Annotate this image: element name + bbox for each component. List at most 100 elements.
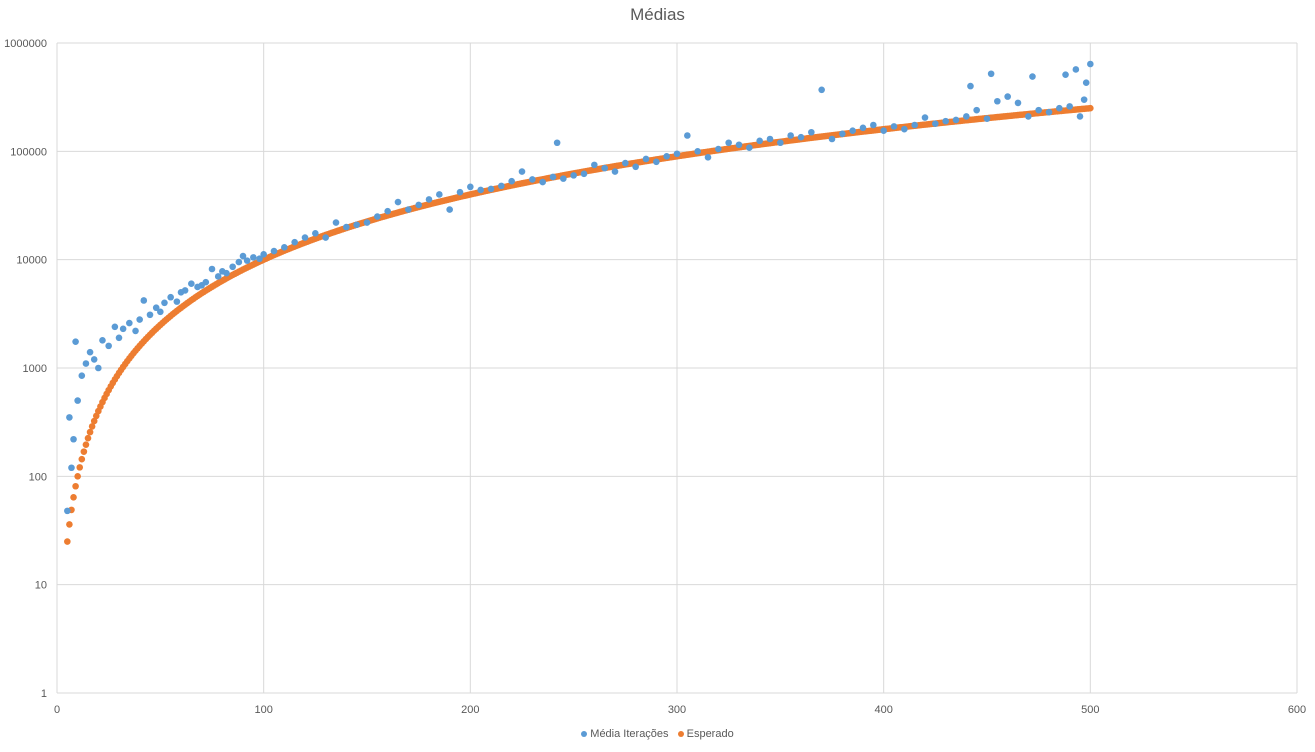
media-iteracoes-point — [756, 137, 763, 145]
media-iteracoes-point — [82, 360, 90, 367]
media-iteracoes-point — [508, 177, 515, 185]
media-iteracoes-point — [223, 269, 230, 277]
media-iteracoes-point — [632, 163, 639, 171]
media-iteracoes-point — [446, 206, 453, 213]
esperado-point — [1087, 104, 1094, 112]
media-iteracoes-point — [105, 342, 112, 350]
media-iteracoes-point — [332, 219, 340, 226]
media-iteracoes-point — [839, 130, 846, 138]
media-iteracoes-point — [132, 327, 139, 335]
media-iteracoes-point — [239, 252, 247, 260]
media-iteracoes-point — [126, 319, 133, 327]
media-iteracoes-point — [1004, 93, 1011, 100]
y-tick-label: 100 — [29, 471, 47, 483]
legend-item-media-iteracoes: Média Iterações — [581, 728, 669, 740]
y-tick-label: 10000 — [16, 255, 47, 267]
media-iteracoes-point — [994, 97, 1001, 105]
media-iteracoes-point — [1014, 99, 1022, 107]
esperado-point — [66, 521, 73, 528]
media-iteracoes-point — [152, 304, 160, 312]
media-iteracoes-point — [115, 334, 123, 342]
media-iteracoes-point — [394, 198, 402, 206]
media-iteracoes-point — [374, 213, 381, 220]
media-iteracoes-point — [518, 168, 526, 175]
media-iteracoes-point — [343, 223, 350, 231]
media-iteracoes-point — [95, 364, 102, 372]
media-iteracoes-point — [456, 188, 464, 196]
media-iteracoes-point — [477, 186, 484, 194]
media-iteracoes-point — [580, 170, 588, 178]
media-iteracoes-point — [777, 139, 784, 147]
y-tick-label: 10 — [35, 580, 47, 592]
media-iteracoes-point — [1025, 113, 1032, 120]
media-iteracoes-point — [849, 127, 856, 135]
media-iteracoes-point — [704, 154, 712, 161]
media-iteracoes-point — [539, 178, 546, 186]
media-iteracoes-point — [72, 338, 79, 345]
esperado-point — [82, 441, 90, 448]
media-iteracoes-point — [663, 152, 670, 160]
media-iteracoes-point — [735, 141, 743, 149]
media-iteracoes-point — [86, 348, 94, 356]
media-iteracoes-point — [967, 82, 974, 90]
esperado-point — [74, 473, 81, 480]
x-tick-label: 400 — [874, 704, 892, 716]
media-iteracoes-point — [157, 308, 164, 316]
gridlines — [56, 42, 1298, 694]
media-iteracoes-point — [1082, 79, 1090, 87]
media-iteracoes-point — [746, 144, 753, 152]
media-iteracoes-point — [1080, 96, 1088, 103]
legend-label: Média Iterações — [590, 728, 669, 740]
esperado-point — [88, 423, 96, 430]
media-iteracoes-point — [173, 298, 181, 305]
media-iteracoes-point — [890, 123, 898, 130]
media-iteracoes-point — [859, 124, 867, 132]
media-iteracoes-point — [425, 196, 433, 203]
media-iteracoes-point — [301, 234, 309, 241]
media-iteracoes-point — [161, 299, 168, 307]
media-iteracoes-point — [208, 265, 216, 273]
series-points — [64, 60, 1094, 545]
media-iteracoes-point — [1029, 73, 1036, 80]
media-iteracoes-point — [140, 297, 148, 304]
media-iteracoes-point — [787, 132, 794, 139]
media-iteracoes-point — [591, 161, 598, 169]
media-iteracoes-point — [818, 86, 825, 94]
media-iteracoes-point — [653, 158, 660, 166]
media-iteracoes-point — [1062, 71, 1069, 78]
media-iteracoes-point — [291, 238, 298, 246]
legend-item-esperado: Esperado — [677, 728, 734, 740]
media-iteracoes-point — [911, 121, 918, 129]
media-iteracoes-point — [250, 254, 257, 261]
x-tick-label: 0 — [54, 704, 60, 716]
media-iteracoes-point — [942, 117, 949, 125]
esperado-point — [72, 482, 79, 490]
media-iteracoes-point — [808, 128, 815, 136]
x-tick-label: 600 — [1288, 704, 1306, 716]
media-iteracoes-point — [312, 230, 319, 237]
esperado-point — [76, 464, 84, 471]
media-iteracoes-point — [570, 172, 577, 179]
chart-title: Médias — [630, 5, 685, 24]
media-iteracoes-point — [673, 150, 681, 158]
media-iteracoes-point — [973, 106, 980, 114]
media-iteracoes-point — [214, 273, 222, 280]
media-iteracoes-point — [952, 116, 960, 124]
media-iteracoes-point — [229, 263, 236, 271]
esperado-point — [84, 434, 92, 442]
legend-marker-orange-icon — [677, 731, 684, 738]
media-iteracoes-point — [880, 127, 887, 135]
media-iteracoes-point — [322, 234, 329, 241]
esperado-point — [86, 428, 94, 436]
x-tick-label: 100 — [254, 704, 272, 716]
media-iteracoes-point — [256, 255, 263, 263]
y-tick-label: 1000000 — [4, 38, 47, 50]
media-iteracoes-point — [725, 139, 732, 147]
legend-marker-blue-icon — [581, 731, 588, 738]
x-tick-label: 500 — [1081, 704, 1099, 716]
media-iteracoes-point — [921, 114, 929, 121]
media-iteracoes-point — [235, 258, 243, 266]
media-iteracoes-point — [766, 135, 774, 143]
media-iteracoes-point — [1066, 103, 1073, 110]
media-iteracoes-point — [119, 325, 127, 333]
